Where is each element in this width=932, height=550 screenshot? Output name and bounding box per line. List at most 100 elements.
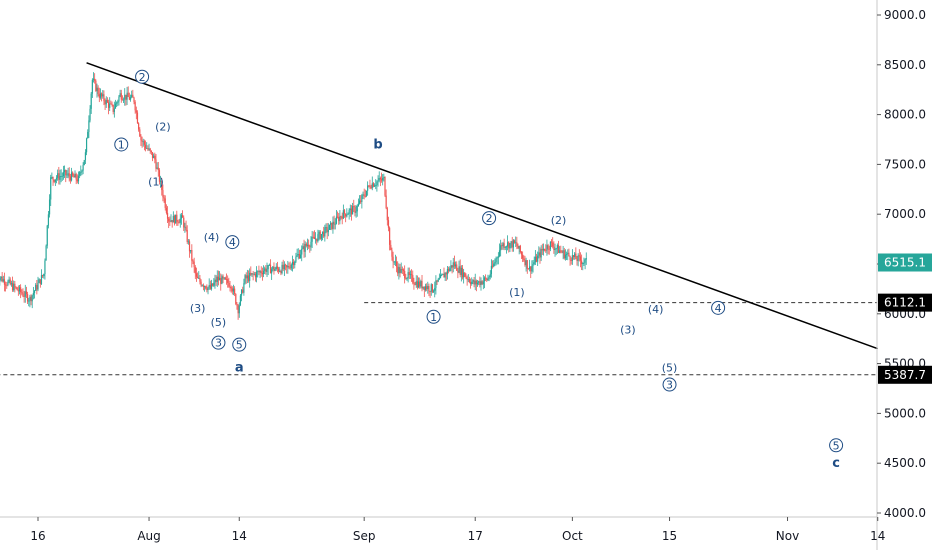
price-axis[interactable]: 4000.04500.05000.05500.06000.06500.07000…	[876, 0, 926, 550]
candle-body	[421, 281, 423, 289]
candle-body	[80, 171, 82, 173]
candle-body	[454, 264, 457, 267]
candle-body	[526, 260, 528, 269]
candle-body	[215, 279, 217, 282]
candle-body	[448, 269, 450, 272]
candle-body	[42, 275, 44, 277]
candle-body	[407, 272, 409, 279]
candle-body	[168, 218, 170, 222]
candle-body	[560, 250, 562, 252]
candle-body	[33, 290, 36, 294]
candle-body	[146, 148, 148, 149]
candle-body	[230, 286, 232, 289]
candle-body	[117, 101, 119, 103]
price-label-box	[878, 293, 932, 312]
candle-body	[169, 221, 171, 223]
candle-body	[150, 150, 152, 153]
candle-body	[190, 250, 192, 252]
y-tick-label: 5000.0	[884, 406, 926, 420]
candle-body	[296, 255, 298, 257]
candle-body	[355, 211, 357, 213]
candle-body	[540, 249, 542, 258]
candle-body	[138, 123, 140, 130]
candle-body	[583, 262, 585, 264]
trendline-layer[interactable]	[86, 62, 878, 350]
candle-body	[443, 273, 445, 278]
candle-body	[335, 216, 338, 224]
candle-body	[239, 295, 242, 306]
x-tick-label: 14	[232, 529, 247, 543]
time-axis[interactable]: 16 Aug 14 Sep 17 Oct 15 Nov 14	[0, 516, 885, 543]
candle-body	[424, 286, 427, 291]
candle-body	[581, 260, 583, 265]
candle-body	[139, 129, 141, 137]
candle-body	[46, 225, 48, 246]
candle-body	[409, 274, 412, 276]
candle-body	[21, 292, 23, 294]
candle-body	[170, 220, 172, 222]
candle-body	[83, 160, 85, 165]
candle-body	[3, 279, 6, 285]
candle-body	[428, 285, 430, 292]
candle-body	[552, 242, 554, 247]
y-tick-label: 8000.0	[884, 108, 926, 122]
candle-body	[368, 185, 370, 187]
candle-body	[88, 120, 90, 133]
candle-body	[346, 214, 348, 217]
candle-body	[308, 244, 310, 247]
wave-label-text: (2)	[155, 121, 171, 134]
candle-body	[214, 279, 216, 283]
candle-body	[485, 277, 487, 279]
wave-label-circled: 2	[482, 211, 497, 226]
candle-body	[122, 99, 125, 101]
candle-body	[140, 136, 142, 141]
candle-body	[157, 167, 159, 171]
candle-body	[533, 262, 535, 265]
candle-body	[459, 266, 461, 275]
candle-body	[161, 180, 163, 191]
candle-body	[451, 265, 453, 268]
wave-label-text: 2	[486, 212, 493, 225]
candle-body	[261, 273, 263, 275]
candle-body	[256, 271, 258, 278]
wave-label-circled: 1	[114, 137, 129, 152]
candle-body	[291, 261, 294, 265]
candle-body	[427, 285, 429, 290]
candle-body	[141, 140, 143, 142]
candle-body	[120, 93, 122, 100]
candle-body	[217, 276, 220, 281]
candle-body	[404, 270, 406, 279]
candle-body	[336, 216, 339, 218]
wave-label: a	[235, 361, 244, 376]
candle-body	[6, 284, 8, 286]
candle-body	[227, 279, 229, 283]
candle-body	[478, 281, 480, 283]
wave-label-text: 1	[430, 311, 437, 324]
candle-body	[582, 263, 584, 265]
candle-body	[531, 265, 533, 272]
candle-body	[111, 103, 113, 105]
candle-body	[133, 97, 135, 102]
candle-body	[77, 175, 80, 182]
candle-body	[348, 210, 350, 214]
candle-body	[389, 227, 391, 245]
candle-body	[434, 288, 436, 291]
candle-body	[243, 283, 245, 293]
candle-body	[5, 284, 7, 286]
candle-body	[209, 285, 211, 289]
wave-label-text: (1)	[148, 175, 164, 188]
candle-body	[64, 169, 66, 173]
candle-body	[69, 176, 71, 181]
candle-body	[118, 96, 120, 102]
trendline[interactable]	[86, 62, 878, 350]
candle-body	[228, 282, 230, 287]
candle-body	[518, 245, 520, 249]
candle-body	[577, 255, 579, 261]
candle-body	[504, 247, 506, 248]
candle-body	[203, 286, 206, 287]
candle-body	[216, 276, 218, 282]
candle-body	[528, 266, 531, 270]
candle-body	[490, 265, 493, 275]
candles	[0, 72, 587, 320]
